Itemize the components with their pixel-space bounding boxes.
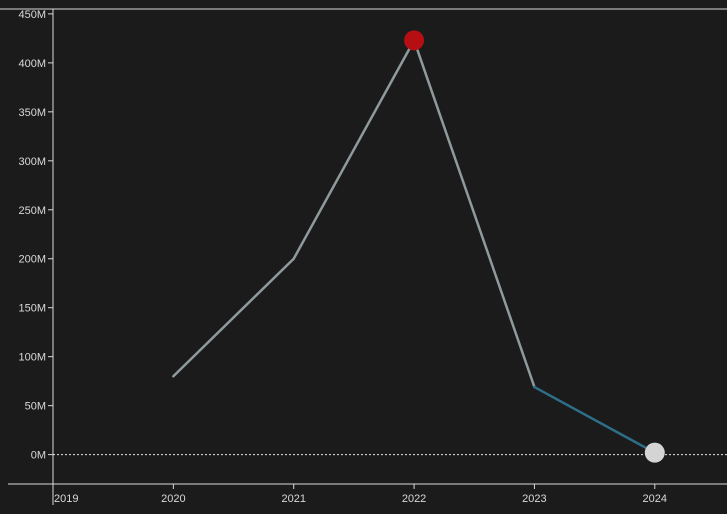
x-tick-label: 2020 <box>161 493 185 505</box>
x-tick-label: 2022 <box>402 493 426 505</box>
latest-point <box>644 442 665 463</box>
y-tick-label: 250M <box>18 205 46 217</box>
highlight-points <box>404 30 665 463</box>
y-tick-label: 450M <box>18 9 46 21</box>
x-tick-label: 2023 <box>522 493 546 505</box>
y-tick-label: 350M <box>18 107 46 119</box>
y-tick-label: 150M <box>18 303 46 315</box>
series-segment <box>412 39 536 389</box>
axes: 0M 50M 100M 150M 200M 250M 300M 350M 400M 450M 201… <box>0 8 727 505</box>
series-segment <box>292 39 416 260</box>
peak-point <box>404 30 425 51</box>
y-tick-label: 200M <box>18 254 46 266</box>
y-tick-label: 300M <box>18 156 46 168</box>
x-tick-label: 2024 <box>643 493 667 505</box>
series-segment <box>533 385 657 454</box>
series-segment <box>172 257 295 378</box>
y-tick-label: 100M <box>18 352 46 364</box>
x-tick-label: 2021 <box>281 493 305 505</box>
y-tick-label: 0M <box>31 450 46 462</box>
y-tick-label: 400M <box>18 58 46 70</box>
x-tick-label: 2019 <box>54 493 78 505</box>
series-lines <box>172 39 657 454</box>
y-tick-label: 50M <box>25 401 46 413</box>
